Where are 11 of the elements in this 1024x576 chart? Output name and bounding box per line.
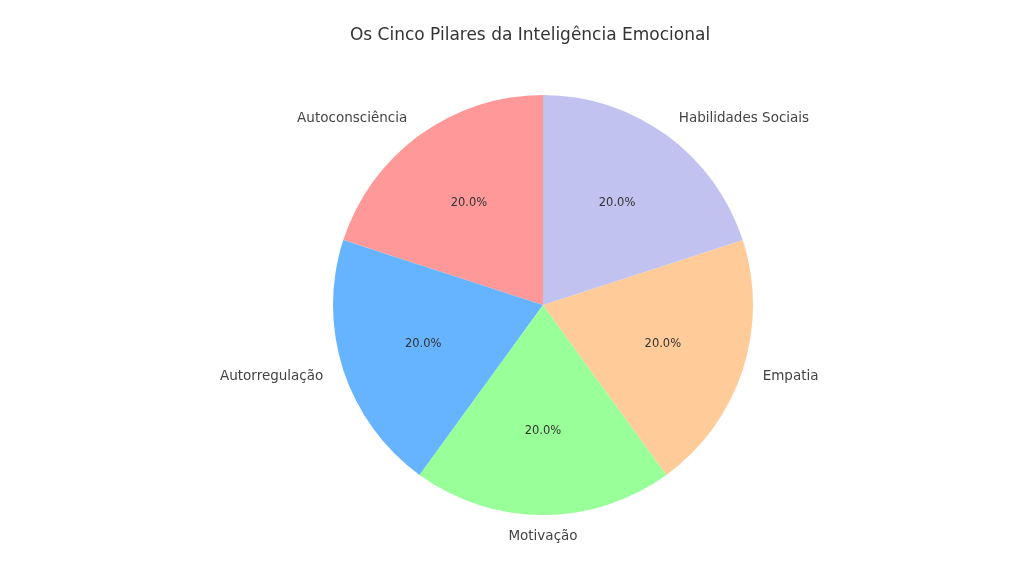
data-label: 20.0%: [404, 335, 442, 350]
slice-label: Autorregulação: [219, 367, 324, 384]
slice-label: Empatia: [762, 367, 819, 384]
data-label: 20.0%: [524, 423, 562, 437]
slice-label: Motivação: [508, 527, 578, 543]
slice-label: Autoconsciência: [297, 109, 408, 126]
data-label: 20.0%: [598, 195, 636, 210]
slice-label: Habilidades Sociais: [678, 109, 810, 126]
data-label: 20.0%: [644, 335, 682, 350]
chart-title: Os Cinco Pilares da Inteligência Emocional: [349, 24, 711, 44]
data-label: 20.0%: [450, 195, 488, 210]
